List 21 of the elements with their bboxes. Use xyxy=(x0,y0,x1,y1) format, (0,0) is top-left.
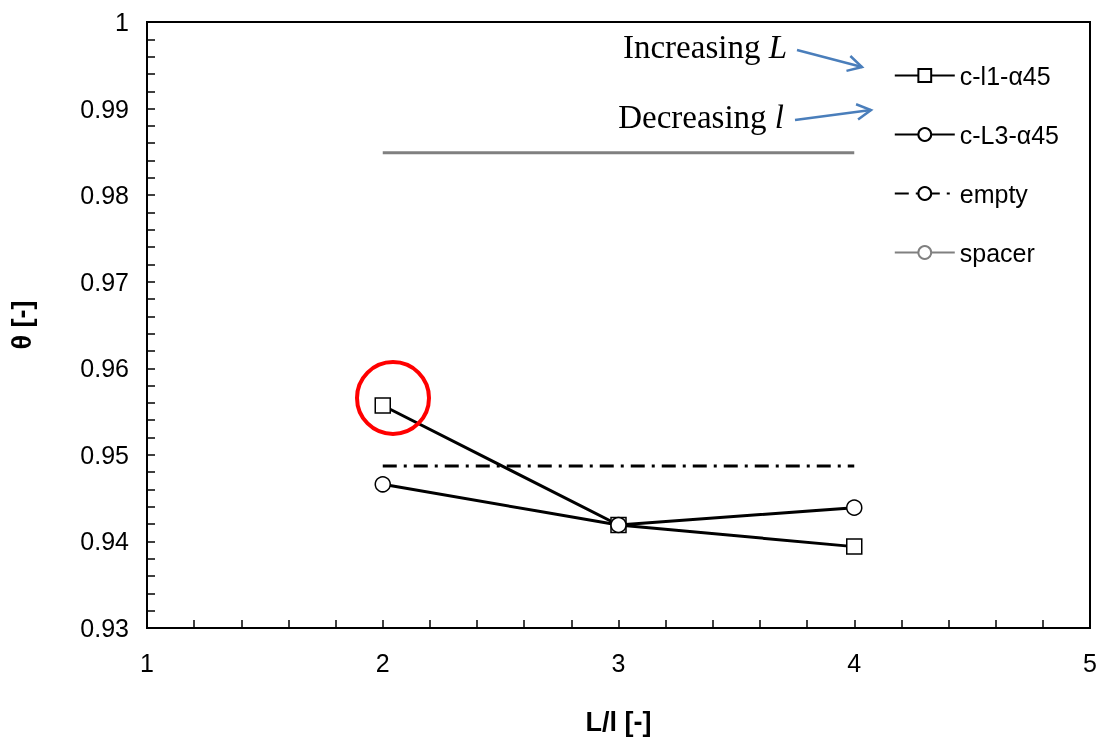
y-axis-title: θ [-] xyxy=(6,300,37,350)
y-tick-label: 0.98 xyxy=(80,181,129,210)
y-tick-label: 1 xyxy=(115,8,129,36)
x-tick-label: 4 xyxy=(847,648,862,677)
legend-label: c-L3-α45 xyxy=(959,120,1059,149)
legend-label: spacer xyxy=(959,238,1035,267)
y-tick-label: 0.94 xyxy=(80,527,130,556)
legend-label: empty xyxy=(959,179,1029,208)
y-tick-label: 0.97 xyxy=(80,267,129,296)
annotation: Increasing L xyxy=(622,28,788,65)
legend-label: c-l1-α45 xyxy=(959,61,1051,90)
x-tick-label: 3 xyxy=(611,648,626,677)
x-tick-label: 2 xyxy=(375,648,390,677)
x-axis-title: L/l [-] xyxy=(585,706,652,737)
x-tick-label: 5 xyxy=(1083,648,1097,677)
x-tick-label: 1 xyxy=(140,648,154,677)
y-tick-label: 0.95 xyxy=(80,440,129,469)
annotation: Decreasing l xyxy=(618,98,784,135)
y-tick-label: 0.96 xyxy=(80,354,129,383)
y-tick-label: 0.93 xyxy=(80,614,129,642)
y-tick-label: 0.99 xyxy=(80,94,129,123)
